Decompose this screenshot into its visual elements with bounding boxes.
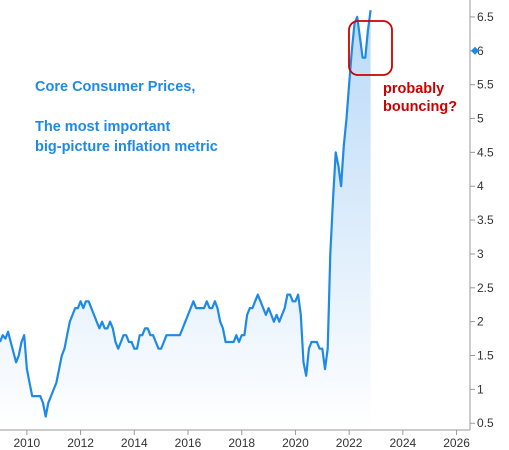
x-tick-label: 2014 [121,436,148,450]
y-tick-label: 6.5 [477,10,494,24]
y-tick-label: 4 [477,179,484,193]
area-layer [0,10,371,430]
x-tick-label: 2016 [175,436,202,450]
x-axis-ticks: 2010 2012 2014 2016 2018 2020 2022 2024 2026 [14,430,470,450]
y-tick-label: 2.5 [477,281,494,295]
x-tick-label: 2012 [67,436,94,450]
y-tick-label: 4.5 [477,145,494,159]
x-tick-label: 2020 [282,436,309,450]
y-axis-ticks: 0.5 1 1.5 2 2.5 3 3.5 4 4.5 5 5.5 6 6.5 [470,10,494,430]
series-area-fill [0,10,371,430]
annotation-callout-line2: bouncing? [383,99,457,115]
y-tick-label: 3 [477,247,484,261]
last-value-marker [471,46,479,55]
series-line [0,10,372,418]
callout-box [348,20,393,76]
x-tick-label: 2010 [14,436,41,450]
x-tick-label: 2026 [443,436,470,450]
x-tick-label: 2024 [390,436,417,450]
y-tick-label: 1 [477,382,484,396]
annotation-title-line2: The most important [35,119,171,135]
y-tick-label: 2 [477,315,484,329]
y-tick-label: 3.5 [477,213,494,227]
y-tick-label: 5 [477,112,484,126]
y-tick-label: 6 [477,44,484,58]
annotation-title-line3: big-picture inflation metric [35,139,218,155]
y-tick-label: 0.5 [477,416,494,430]
x-tick-label: 2018 [228,436,255,450]
annotation-title-line1: Core Consumer Prices, [35,79,195,95]
line-layer [0,10,372,418]
x-tick-label: 2022 [336,436,363,450]
y-tick-label: 1.5 [477,349,494,363]
y-tick-label: 5.5 [477,78,494,92]
annotation-callout-line1: probably [383,81,444,97]
